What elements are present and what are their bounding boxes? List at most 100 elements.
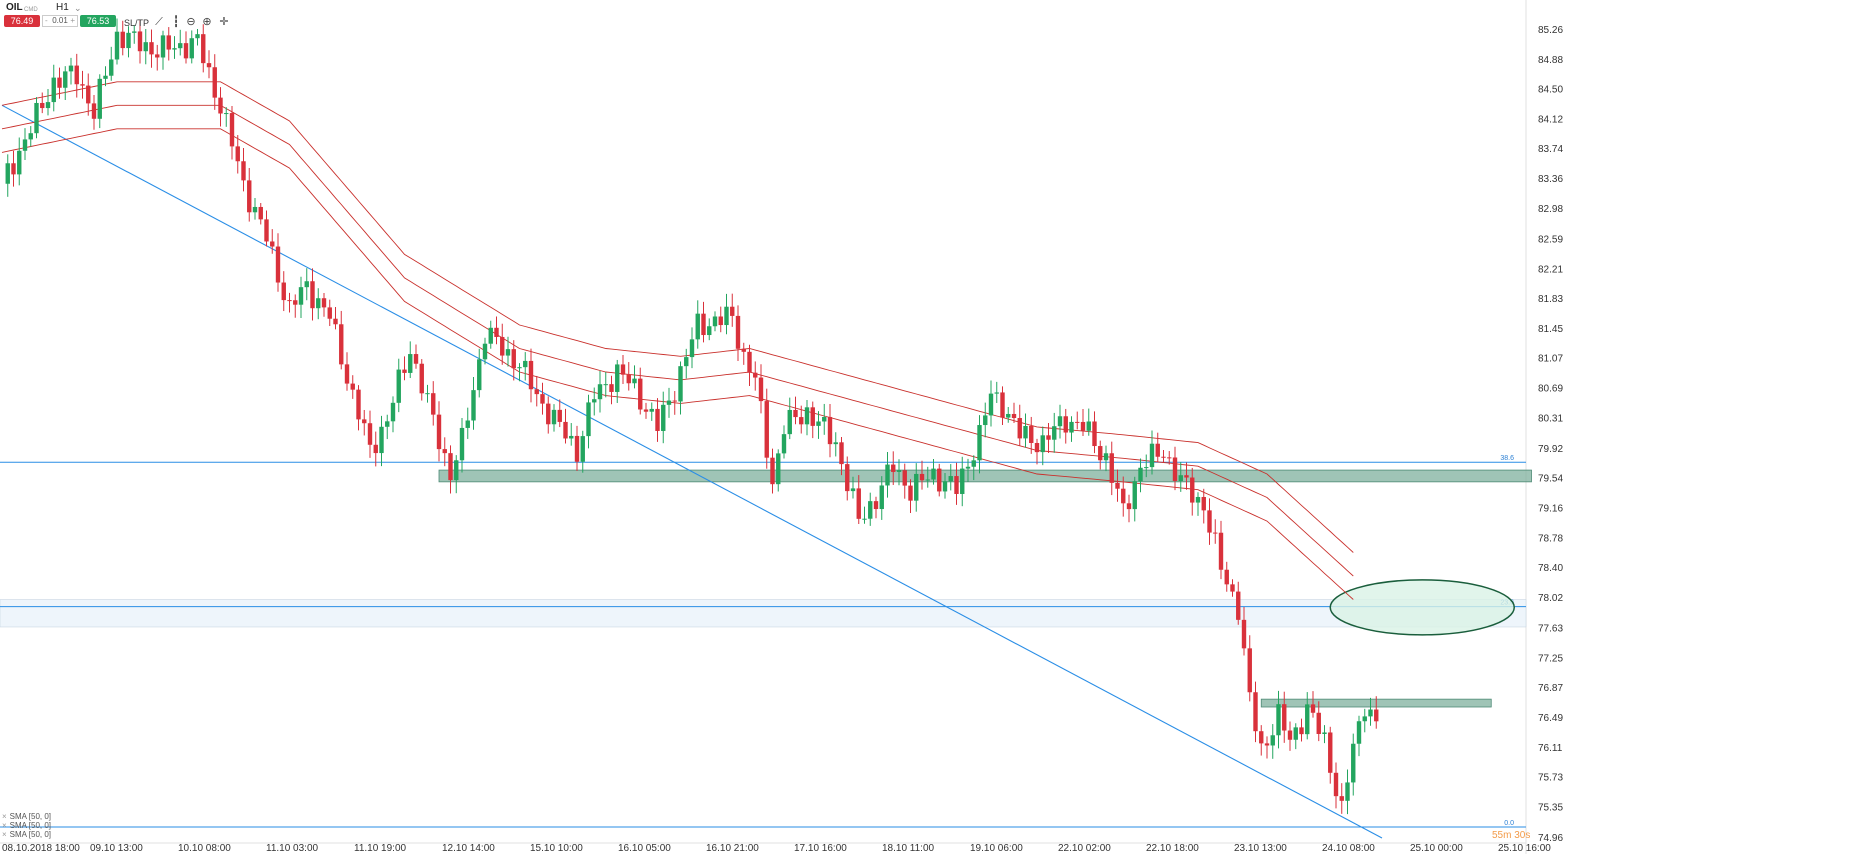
x-tick-label: 10.10 08:00 [178, 843, 231, 854]
candle [425, 384, 430, 403]
candle [684, 348, 689, 379]
candle [1264, 736, 1270, 759]
zoom-in-icon[interactable]: ⊕ [202, 16, 212, 28]
indicator-legend-3[interactable]: × SMA [50, 0] [2, 830, 52, 839]
candle [638, 367, 643, 415]
y-tick-label: 76.87 [1538, 683, 1563, 694]
candle-body [22, 139, 28, 151]
candle-body [638, 378, 643, 410]
candle [1161, 450, 1166, 463]
zoom-out-icon[interactable]: ⊖ [186, 16, 196, 28]
candle [241, 147, 246, 192]
candle [574, 425, 580, 471]
candle-body [275, 246, 281, 283]
candle-body [155, 54, 160, 58]
y-tick-label: 76.49 [1538, 713, 1563, 724]
candle-body [1282, 704, 1287, 731]
x-tick-label: 22.10 02:00 [1058, 843, 1111, 854]
candle-body [1362, 716, 1367, 722]
candle [977, 415, 982, 474]
y-tick-label: 75.35 [1538, 802, 1563, 813]
candle-body [626, 374, 631, 384]
candle-body [971, 460, 976, 467]
symbol-name[interactable]: OIL [6, 2, 23, 13]
candle-body [1287, 730, 1293, 740]
candle [563, 408, 568, 444]
y-tick-label: 78.40 [1538, 563, 1563, 574]
candle-body [1161, 456, 1166, 458]
candle-body [718, 316, 723, 326]
candle-body [793, 409, 798, 418]
remove-icon[interactable]: × [2, 830, 7, 839]
volume-stepper[interactable]: - 0.01 + [42, 15, 78, 27]
crosshair-icon[interactable]: ✛ [219, 16, 229, 28]
remove-icon[interactable]: × [2, 812, 7, 821]
candle [1063, 408, 1068, 444]
candle-body [1098, 446, 1103, 461]
candle [592, 387, 597, 416]
candle [845, 456, 850, 501]
candle-body [546, 403, 551, 425]
buy-price-button[interactable]: 76.53 [80, 15, 116, 27]
y-tick-label: 84.88 [1538, 55, 1563, 66]
candle [1167, 451, 1172, 465]
candle [586, 394, 591, 449]
candle [1046, 423, 1051, 454]
candle [1224, 561, 1229, 592]
candle [247, 167, 252, 222]
sell-price-button[interactable]: 76.49 [4, 15, 40, 27]
candle-body [63, 71, 68, 88]
candle-body [1368, 709, 1373, 717]
candle [810, 401, 815, 439]
y-tick-label: 82.98 [1538, 204, 1563, 215]
minus-icon[interactable]: - [45, 16, 48, 25]
candle [201, 24, 206, 73]
indicator-legend-2[interactable]: × SMA [50, 0] [2, 821, 52, 830]
candle-body [448, 453, 453, 481]
candle-body [235, 146, 240, 162]
candle [5, 154, 10, 197]
y-tick-label: 77.63 [1538, 624, 1563, 635]
remove-icon[interactable]: × [2, 821, 7, 830]
line-chart-icon[interactable]: ⟋ [155, 16, 163, 28]
x-tick-label: 19.10 06:00 [970, 843, 1023, 854]
candle [1230, 579, 1235, 597]
candle [1052, 412, 1057, 453]
candle [1270, 724, 1275, 759]
candle-body [1207, 510, 1212, 533]
sl-tp-button[interactable]: SL/TP [124, 18, 150, 28]
chevron-down-icon[interactable]: ⌄ [74, 3, 82, 13]
candle-body [908, 485, 913, 501]
candle [178, 29, 183, 56]
trendline [1, 104, 1383, 839]
candle-body [160, 35, 166, 58]
candle [350, 375, 355, 399]
candle-body [925, 479, 930, 481]
candle [666, 387, 672, 418]
candle [132, 24, 137, 44]
indicator-legend-1[interactable]: × SMA [50, 0] [2, 812, 52, 821]
candle-body [1213, 532, 1218, 534]
candle [1213, 519, 1218, 544]
candle [11, 150, 16, 187]
candle [63, 66, 68, 101]
candle-body [695, 313, 700, 340]
candle-body [822, 416, 827, 422]
candle [523, 352, 528, 381]
candle-body [287, 300, 292, 302]
fib-level-label: 38.6 [1500, 455, 1514, 462]
candle [488, 320, 493, 349]
candle-body [1132, 481, 1137, 510]
candle [224, 107, 229, 127]
candle-body [960, 468, 965, 494]
timeframe-selector[interactable]: H1 [56, 2, 69, 13]
candles-icon[interactable]: ┇ [172, 16, 180, 28]
candle-body [954, 476, 959, 494]
candle-body [304, 281, 309, 288]
candle [1310, 691, 1316, 718]
candle [160, 30, 166, 70]
x-tick-label: 16.10 21:00 [706, 843, 759, 854]
candle [753, 361, 758, 391]
plus-icon[interactable]: + [70, 16, 75, 25]
